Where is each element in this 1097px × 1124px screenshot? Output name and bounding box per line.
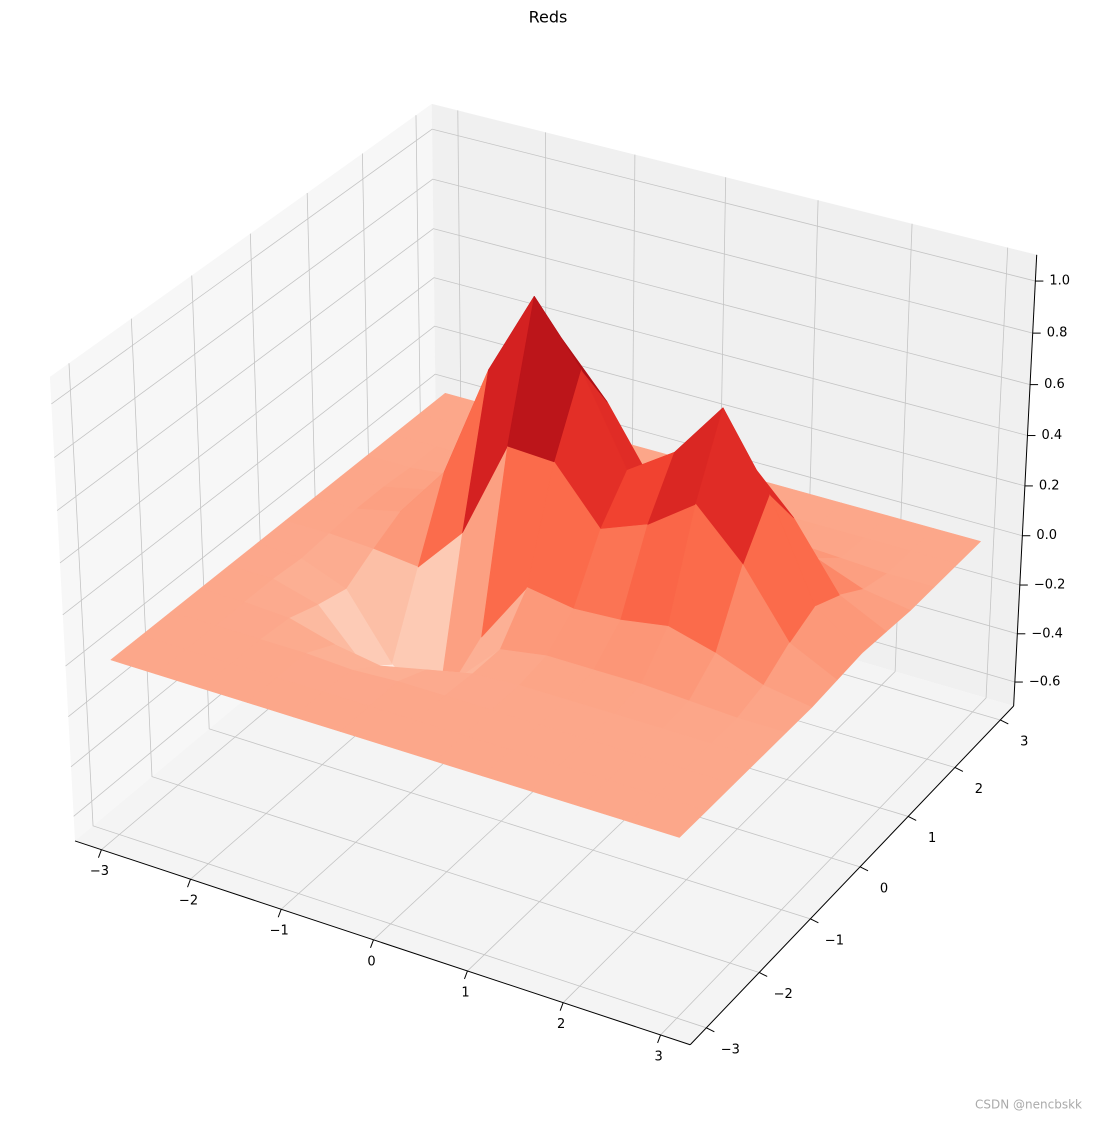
grid-line [51,128,1036,405]
y-tick [907,815,917,821]
grid-line [65,373,1023,667]
grid-line [56,228,1031,511]
grid-line [660,247,1009,1036]
z-tick-label: −0.2 [1034,578,1066,593]
x-tick-label: 3 [654,1049,662,1064]
z-tick-label: 0.8 [1047,326,1068,341]
x-tick-label: −1 [270,924,289,939]
surface [110,296,981,838]
x-tick [97,849,102,858]
grid-line [68,363,707,1029]
chart-title: Reds [529,8,568,27]
x-tick [657,1034,662,1044]
y-tick [1000,719,1009,725]
surface-patch [507,296,582,463]
grid-line [562,223,913,1003]
surface-patch [629,794,708,838]
x-tick [559,1002,564,1011]
y-axis-line [689,705,1014,1046]
y-tick [859,866,869,872]
y-tick-label: 3 [1020,734,1028,749]
y-tick [810,918,819,924]
y-tick [706,1027,715,1033]
y-tick-label: 1 [928,831,936,846]
x-tick-label: 0 [367,954,375,969]
z-tick-label: 0.4 [1041,428,1062,443]
watermark: CSDN @nencbskk [975,1098,1082,1112]
grid-line [62,325,1025,616]
y-tick-label: 0 [880,881,888,896]
grid-line [54,178,1033,458]
z-tick-label: 0.0 [1036,528,1057,543]
y-tick-label: −3 [721,1042,740,1057]
x-tick-label: 2 [557,1017,565,1032]
z-tick-label: −0.6 [1029,675,1061,690]
y-tick [758,972,768,977]
x-tick-label: −2 [179,894,198,909]
z-tick-label: −0.4 [1031,626,1063,641]
x-tick [370,939,374,948]
y-tick-label: 2 [975,782,983,797]
x-tick [277,909,282,918]
x-tick [463,970,468,980]
z-axis-line [1013,254,1038,706]
grid-line [130,318,760,973]
grid-line [191,275,811,920]
z-tick-label: 0.6 [1044,377,1065,392]
x-tick [187,879,191,888]
y-tick-label: −2 [774,987,793,1002]
axes: −3 −2 −1 0 1 2 3 −3 −2 −1 0 1 2 3 −0.6 −0.4 −0.2 0.0 0.2 0.… [74,254,1070,1064]
z-tick-label: 1.0 [1049,274,1070,289]
grid-line [59,277,1028,564]
x-tick-label: 1 [461,985,469,1000]
x-tick-label: −3 [90,864,109,879]
z-tick-label: 0.2 [1039,478,1060,493]
y-tick-label: −1 [825,933,844,948]
y-tick [954,767,964,772]
x-axis-line [74,840,691,1046]
